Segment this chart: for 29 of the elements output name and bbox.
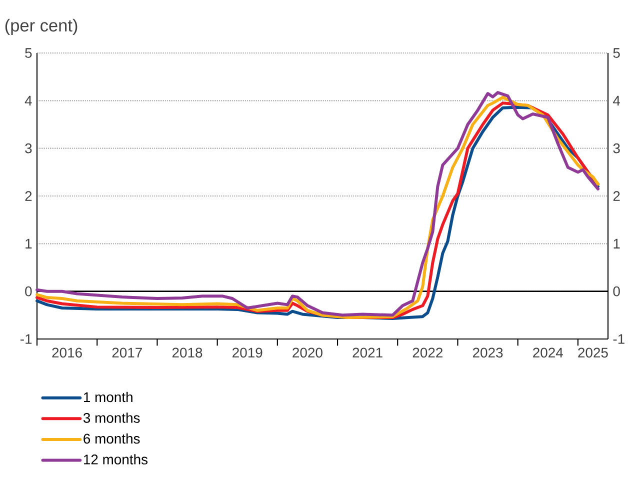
- y2-tick-label: 3: [613, 143, 620, 154]
- x-tick-label: 2023: [472, 348, 503, 358]
- x-tick-label: 2022: [412, 348, 442, 358]
- y-axis-title: (per cent): [5, 18, 78, 35]
- x-tick-label: 2018: [172, 348, 202, 358]
- y2-tick-label: 4: [613, 96, 620, 106]
- y2-tick-label: 1: [614, 238, 620, 248]
- y2-tick-label: 5: [613, 48, 620, 58]
- legend-label: 1 month: [84, 392, 132, 402]
- x-tick-label: 2019: [232, 348, 262, 358]
- legend-label: 3 months: [83, 412, 140, 423]
- x-tick-label: 2021: [352, 348, 382, 358]
- y2-tick-label: 0: [613, 286, 620, 296]
- x-tick-label: 2016: [52, 348, 82, 358]
- y-tick-label: 0: [25, 286, 32, 296]
- y-tick-label: 5: [25, 48, 32, 58]
- y-tick-label: 4: [24, 96, 32, 106]
- x-tick-label: 2017: [112, 348, 142, 358]
- x-tick-label: 2020: [292, 348, 322, 358]
- y-tick-label: 1: [26, 238, 32, 248]
- legend-label: 12 months: [84, 454, 148, 464]
- y-tick-label: -1: [20, 334, 32, 344]
- y2-tick-label: 2: [613, 191, 620, 201]
- y2-tick-label: -1: [613, 334, 624, 344]
- y-tick-label: 2: [25, 191, 32, 201]
- y-tick-label: 3: [25, 143, 32, 154]
- x-tick-label: 2025: [578, 348, 608, 358]
- x-tick-label: 2024: [533, 348, 563, 358]
- legend-label: 6 months: [84, 433, 140, 444]
